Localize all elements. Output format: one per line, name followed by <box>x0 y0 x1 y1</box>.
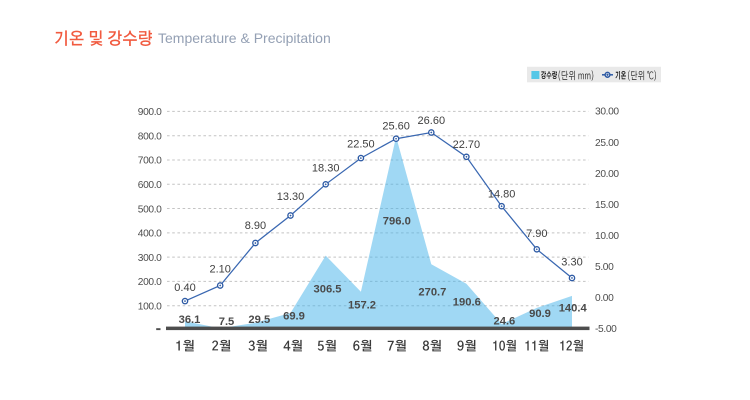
svg-text:900.0: 900.0 <box>138 107 162 118</box>
svg-text:800.0: 800.0 <box>138 131 162 142</box>
svg-text:270.7: 270.7 <box>418 286 446 298</box>
svg-text:24.6: 24.6 <box>494 316 516 328</box>
svg-text:-5.00: -5.00 <box>595 324 617 335</box>
svg-text:25.00: 25.00 <box>595 138 619 149</box>
svg-text:500.0: 500.0 <box>138 204 162 215</box>
svg-text:200.0: 200.0 <box>138 277 162 288</box>
svg-text:8.90: 8.90 <box>245 220 266 232</box>
svg-text:7.5: 7.5 <box>219 316 235 328</box>
svg-text:90.9: 90.9 <box>529 308 551 320</box>
svg-text:5.00: 5.00 <box>595 262 614 273</box>
svg-text:22.50: 22.50 <box>347 138 375 150</box>
svg-text:400.0: 400.0 <box>138 229 162 240</box>
svg-text:22.70: 22.70 <box>453 139 481 151</box>
svg-text:Temperature & Precipitation: Temperature & Precipitation <box>158 30 331 46</box>
svg-text:140.4: 140.4 <box>559 303 588 315</box>
svg-text:796.0: 796.0 <box>383 216 411 228</box>
svg-text:3.30: 3.30 <box>561 256 582 268</box>
svg-text:36.1: 36.1 <box>179 314 201 326</box>
svg-text:157.2: 157.2 <box>348 299 376 311</box>
svg-text:69.9: 69.9 <box>283 310 305 322</box>
svg-text:2.10: 2.10 <box>209 263 230 275</box>
svg-text:26.60: 26.60 <box>418 115 446 127</box>
svg-text:13.30: 13.30 <box>277 191 305 203</box>
svg-text:7.90: 7.90 <box>526 228 547 240</box>
svg-text:190.6: 190.6 <box>453 297 481 309</box>
svg-text:29.5: 29.5 <box>248 314 270 326</box>
svg-text:20.00: 20.00 <box>595 169 619 180</box>
svg-text:300.0: 300.0 <box>138 253 162 264</box>
svg-text:30.00: 30.00 <box>595 107 619 118</box>
svg-text:15.00: 15.00 <box>595 200 619 211</box>
svg-text:10.00: 10.00 <box>595 231 619 242</box>
svg-text:0.40: 0.40 <box>174 282 195 294</box>
svg-text:600.0: 600.0 <box>138 180 162 191</box>
svg-text:306.5: 306.5 <box>314 283 342 295</box>
svg-text:700.0: 700.0 <box>138 156 162 167</box>
svg-text:18.30: 18.30 <box>312 163 340 175</box>
svg-text:14.80: 14.80 <box>488 188 516 200</box>
svg-text:25.60: 25.60 <box>382 120 410 132</box>
svg-text:0.00: 0.00 <box>595 293 614 304</box>
svg-text:100.0: 100.0 <box>138 301 162 312</box>
